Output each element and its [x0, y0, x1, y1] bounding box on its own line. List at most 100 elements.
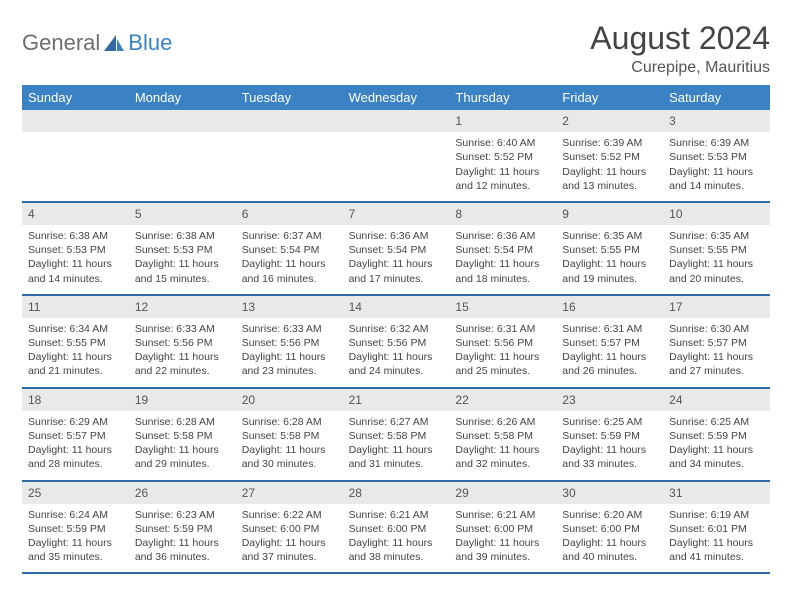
sunrise-text: Sunrise: 6:34 AM [28, 322, 123, 336]
sunrise-text: Sunrise: 6:22 AM [242, 508, 337, 522]
daylight-text: and 39 minutes. [455, 550, 550, 564]
calendar-week: 1Sunrise: 6:40 AMSunset: 5:52 PMDaylight… [22, 110, 770, 203]
daylight-text: Daylight: 11 hours [242, 350, 337, 364]
day-number: 16 [556, 296, 663, 318]
calendar-body: 1Sunrise: 6:40 AMSunset: 5:52 PMDaylight… [22, 110, 770, 574]
daylight-text: and 25 minutes. [455, 364, 550, 378]
sunrise-text: Sunrise: 6:37 AM [242, 229, 337, 243]
sunset-text: Sunset: 5:55 PM [669, 243, 764, 257]
calendar-cell: 22Sunrise: 6:26 AMSunset: 5:58 PMDayligh… [449, 389, 556, 480]
day-number-row [22, 110, 129, 132]
calendar-cell: 2Sunrise: 6:39 AMSunset: 5:52 PMDaylight… [556, 110, 663, 201]
calendar-cell: 4Sunrise: 6:38 AMSunset: 5:53 PMDaylight… [22, 203, 129, 294]
calendar-cell: 14Sunrise: 6:32 AMSunset: 5:56 PMDayligh… [343, 296, 450, 387]
daylight-text: Daylight: 11 hours [562, 443, 657, 457]
daylight-text: Daylight: 11 hours [242, 536, 337, 550]
daylight-text: Daylight: 11 hours [28, 443, 123, 457]
sunset-text: Sunset: 5:58 PM [349, 429, 444, 443]
sunrise-text: Sunrise: 6:35 AM [669, 229, 764, 243]
calendar-cell: 8Sunrise: 6:36 AMSunset: 5:54 PMDaylight… [449, 203, 556, 294]
day-number-row [236, 110, 343, 132]
daylight-text: Daylight: 11 hours [669, 350, 764, 364]
day-number: 7 [343, 203, 450, 225]
day-number: 2 [556, 110, 663, 132]
calendar-cell [22, 110, 129, 201]
daylight-text: and 13 minutes. [562, 179, 657, 193]
day-header-cell: Thursday [449, 85, 556, 110]
calendar-cell: 10 Sunrise: 6:35 AMSunset: 5:55 PMDayligh… [663, 203, 770, 294]
daylight-text: and 24 minutes. [349, 364, 444, 378]
day-number: 8 [449, 203, 556, 225]
sunrise-text: Sunrise: 6:38 AM [135, 229, 230, 243]
day-header-cell: Sunday [22, 85, 129, 110]
day-number: 31 [663, 482, 770, 504]
sunrise-text: Sunrise: 6:21 AM [349, 508, 444, 522]
daylight-text: and 28 minutes. [28, 457, 123, 471]
calendar-cell: 28Sunrise: 6:21 AMSunset: 6:00 PMDayligh… [343, 482, 450, 573]
sunset-text: Sunset: 6:00 PM [349, 522, 444, 536]
sunset-text: Sunset: 5:59 PM [28, 522, 123, 536]
sunrise-text: Sunrise: 6:36 AM [455, 229, 550, 243]
location: Curepipe, Mauritius [590, 59, 770, 77]
sunset-text: Sunset: 6:01 PM [669, 522, 764, 536]
sunset-text: Sunset: 6:00 PM [242, 522, 337, 536]
day-header-cell: Friday [556, 85, 663, 110]
daylight-text: Daylight: 11 hours [135, 536, 230, 550]
day-number: 26 [129, 482, 236, 504]
logo-text-blue: Blue [128, 30, 172, 56]
sunset-text: Sunset: 5:55 PM [28, 336, 123, 350]
daylight-text: Daylight: 11 hours [349, 443, 444, 457]
day-number: 6 [236, 203, 343, 225]
sunrise-text: Sunrise: 6:39 AM [562, 136, 657, 150]
daylight-text: and 12 minutes. [455, 179, 550, 193]
sunset-text: Sunset: 5:55 PM [562, 243, 657, 257]
calendar-cell: 24Sunrise: 6:25 AMSunset: 5:59 PMDayligh… [663, 389, 770, 480]
calendar-cell: 12Sunrise: 6:33 AMSunset: 5:56 PMDayligh… [129, 296, 236, 387]
title-block: August 2024 Curepipe, Mauritius [590, 20, 770, 77]
calendar-cell [343, 110, 450, 201]
sunset-text: Sunset: 5:59 PM [562, 429, 657, 443]
calendar-cell: 13Sunrise: 6:33 AMSunset: 5:56 PMDayligh… [236, 296, 343, 387]
calendar-cell: 27 Sunrise: 6:22 AMSunset: 6:00 PMDayligh… [236, 482, 343, 573]
header: General Blue August 2024 Curepipe, Mauri… [22, 20, 770, 77]
daylight-text: and 20 minutes. [669, 272, 764, 286]
day-number: 24 [663, 389, 770, 411]
sunset-text: Sunset: 5:56 PM [455, 336, 550, 350]
sunrise-text: Sunrise: 6:33 AM [242, 322, 337, 336]
sunset-text: Sunset: 5:59 PM [669, 429, 764, 443]
sunrise-text: Sunrise: 6:40 AM [455, 136, 550, 150]
day-number: 23 [556, 389, 663, 411]
sunrise-text: Sunrise: 6:31 AM [562, 322, 657, 336]
sunrise-text: Sunrise: 6:24 AM [28, 508, 123, 522]
daylight-text: Daylight: 11 hours [28, 257, 123, 271]
daylight-text: and 41 minutes. [669, 550, 764, 564]
calendar-cell: 29Sunrise: 6:21 AMSunset: 6:00 PMDayligh… [449, 482, 556, 573]
day-number: 5 [129, 203, 236, 225]
calendar-cell: 16Sunrise: 6:31 AMSunset: 5:57 PMDayligh… [556, 296, 663, 387]
day-number-row [343, 110, 450, 132]
daylight-text: Daylight: 11 hours [455, 350, 550, 364]
calendar-cell: 1Sunrise: 6:40 AMSunset: 5:52 PMDaylight… [449, 110, 556, 201]
daylight-text: Daylight: 11 hours [669, 257, 764, 271]
daylight-text: and 32 minutes. [455, 457, 550, 471]
sunrise-text: Sunrise: 6:25 AM [669, 415, 764, 429]
sunset-text: Sunset: 5:56 PM [242, 336, 337, 350]
calendar-cell [129, 110, 236, 201]
daylight-text: Daylight: 11 hours [349, 536, 444, 550]
daylight-text: and 16 minutes. [242, 272, 337, 286]
sunrise-text: Sunrise: 6:26 AM [455, 415, 550, 429]
day-number: 10 [663, 203, 770, 225]
sunrise-text: Sunrise: 6:19 AM [669, 508, 764, 522]
daylight-text: Daylight: 11 hours [455, 165, 550, 179]
day-number: 27 [236, 482, 343, 504]
daylight-text: Daylight: 11 hours [349, 350, 444, 364]
calendar-cell: 17Sunrise: 6:30 AMSunset: 5:57 PMDayligh… [663, 296, 770, 387]
sunset-text: Sunset: 6:00 PM [455, 522, 550, 536]
sunrise-text: Sunrise: 6:28 AM [242, 415, 337, 429]
daylight-text: Daylight: 11 hours [669, 165, 764, 179]
sunset-text: Sunset: 5:54 PM [455, 243, 550, 257]
day-header-cell: Tuesday [236, 85, 343, 110]
sunset-text: Sunset: 5:52 PM [455, 150, 550, 164]
logo: General Blue [22, 20, 172, 56]
daylight-text: and 35 minutes. [28, 550, 123, 564]
